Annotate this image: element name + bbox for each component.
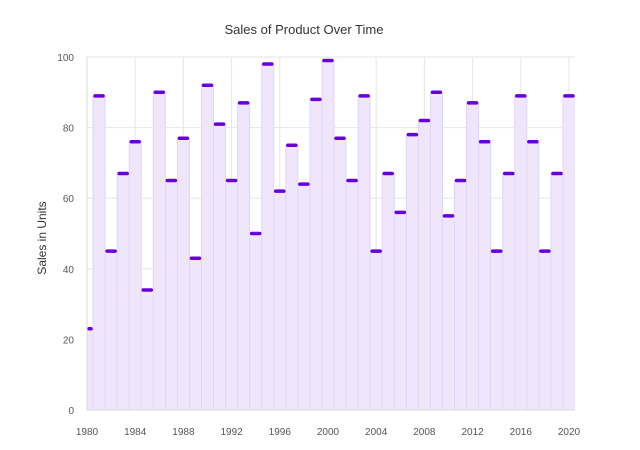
x-tick-label: 2004 <box>365 427 388 438</box>
y-axis-ticks: 0 20 40 60 80 100 <box>57 53 74 417</box>
step-markers <box>87 58 575 331</box>
y-tick-label: 60 <box>63 194 75 205</box>
chart-title: Sales of Product Over Time <box>225 22 384 37</box>
y-tick-label: 80 <box>63 124 75 135</box>
x-tick-label: 1984 <box>124 427 147 438</box>
x-tick-label: 1980 <box>76 427 99 438</box>
y-tick-label: 40 <box>63 265 75 276</box>
x-tick-label: 2012 <box>461 427 484 438</box>
x-tick-label: 2020 <box>558 427 581 438</box>
axes <box>86 57 575 411</box>
x-tick-label: 2016 <box>510 427 533 438</box>
x-tick-label: 2000 <box>317 427 340 438</box>
x-tick-label: 1996 <box>269 427 292 438</box>
x-tick-label: 2008 <box>413 427 436 438</box>
x-tick-label: 1992 <box>220 427 243 438</box>
y-tick-label: 20 <box>63 335 75 346</box>
x-tick-label: 1988 <box>172 427 195 438</box>
area-fill <box>87 60 575 410</box>
x-axis-ticks: 1980 1984 1988 1992 1996 2000 2004 2008 2012 2016… <box>76 427 581 438</box>
area-series <box>87 60 575 410</box>
y-tick-label: 100 <box>57 53 74 64</box>
y-tick-label: 0 <box>68 406 74 417</box>
y-axis-label: Sales in Units <box>35 201 49 274</box>
